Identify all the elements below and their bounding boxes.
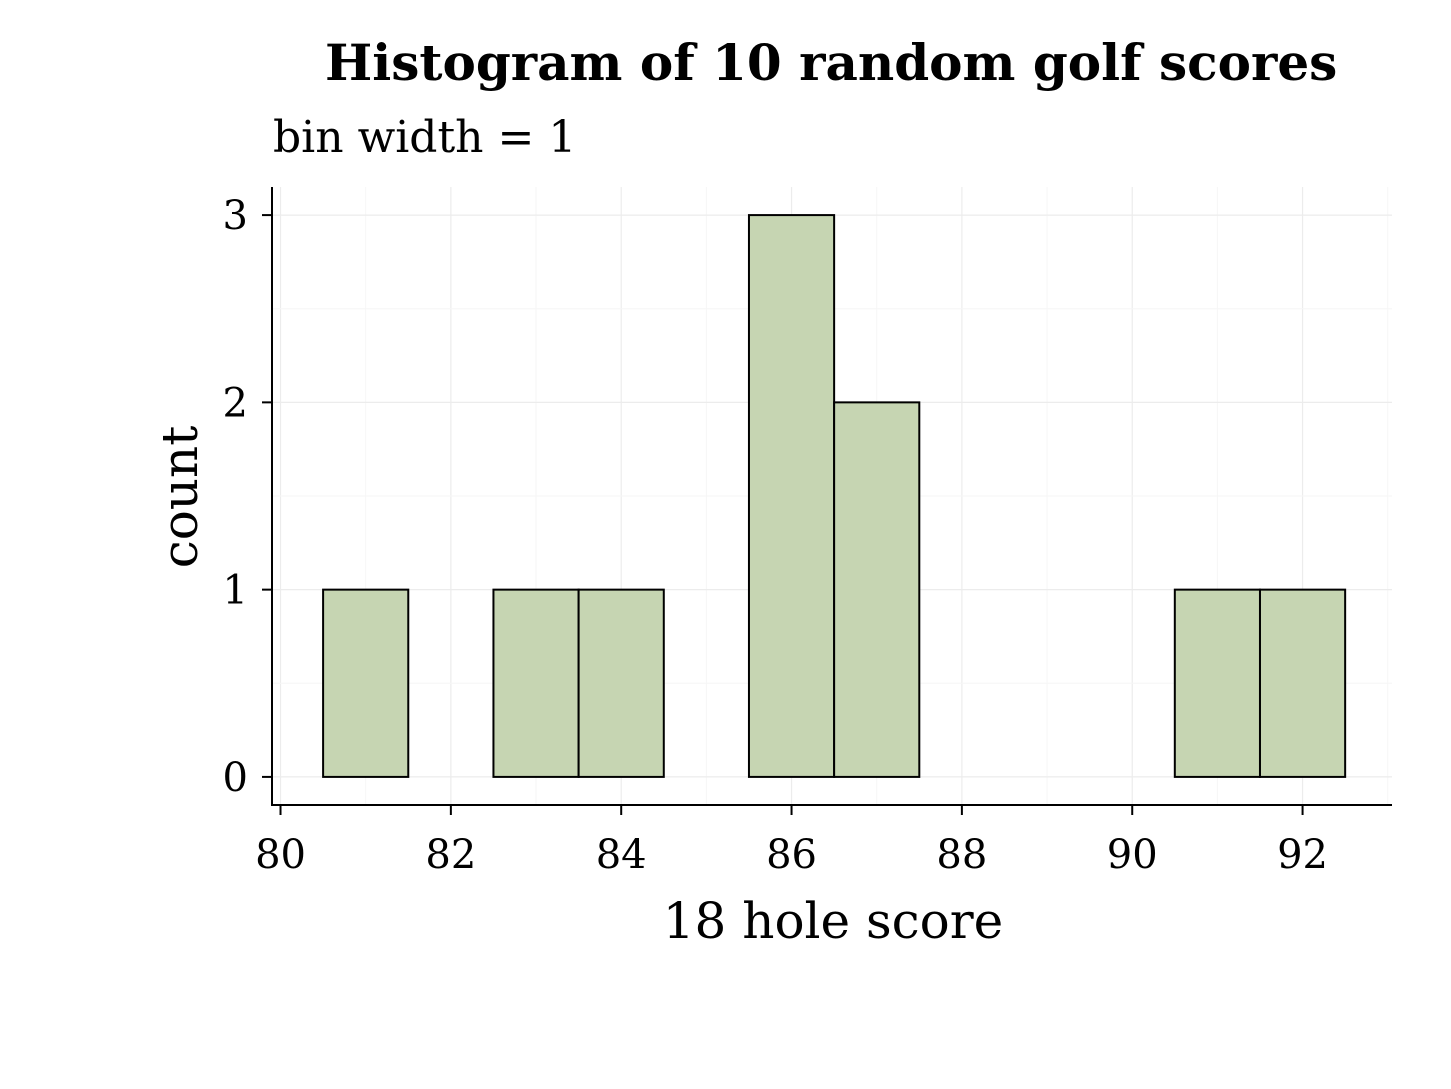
- y-axis-ticks: 0 1 2 3: [223, 193, 272, 801]
- x-tick-label-80: 80: [255, 832, 306, 878]
- y-tick-label-0: 0: [223, 755, 248, 801]
- x-axis-ticks: 80 82 84 86 88 90 92: [255, 805, 1328, 878]
- histogram-bar-81: [322, 588, 410, 778]
- histogram-bar-84: [577, 588, 665, 778]
- histogram-bar-92: [1258, 588, 1347, 778]
- y-tick-label-2: 2: [223, 380, 248, 426]
- histogram-bar-87: [833, 401, 921, 778]
- histogram-bars: [322, 214, 1347, 778]
- y-axis-title: count: [151, 426, 209, 569]
- y-tick-label-3: 3: [223, 193, 248, 239]
- x-tick-label-86: 86: [766, 832, 817, 878]
- x-tick-label-82: 82: [425, 832, 476, 878]
- x-tick-label-88: 88: [936, 832, 987, 878]
- histogram-bar-83: [492, 588, 580, 778]
- y-tick-label-1: 1: [223, 568, 248, 614]
- chart-title: Histogram of 10 random golf scores: [325, 33, 1337, 92]
- chart-subtitle: bin width = 1: [273, 112, 576, 163]
- histogram-bar-91: [1173, 588, 1261, 778]
- x-tick-label-92: 92: [1277, 832, 1328, 878]
- x-tick-label-84: 84: [596, 832, 647, 878]
- x-axis-title: 18 hole score: [663, 892, 1004, 950]
- x-tick-label-90: 90: [1107, 832, 1158, 878]
- histogram-bar-86: [747, 214, 836, 778]
